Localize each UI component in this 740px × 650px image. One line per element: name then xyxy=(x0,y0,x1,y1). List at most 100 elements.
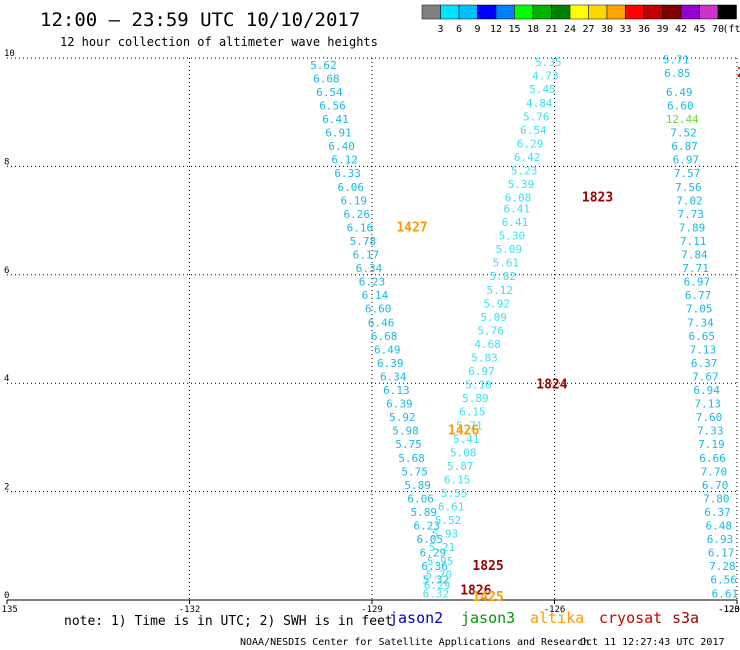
colorbar-swatch xyxy=(569,4,589,20)
colorbar-label: 3 xyxy=(437,24,443,35)
wave-height-point: 5.23 xyxy=(511,165,538,178)
colorbar-label: 30 xyxy=(601,24,613,35)
wave-height-point: 6.39 xyxy=(377,357,404,370)
wave-height-point: 5.92 xyxy=(483,297,510,310)
wave-height-point: 6.97 xyxy=(684,276,711,289)
wave-height-point: 6.36 xyxy=(421,560,448,573)
wave-height-point: 6.39 xyxy=(386,398,413,411)
colorbar-label: 18 xyxy=(527,24,539,35)
colorbar-label: 9 xyxy=(474,24,480,35)
wave-height-point: 6.46 xyxy=(368,316,395,329)
wave-height-point: 6.97 xyxy=(673,154,700,167)
wave-height-point: 6.17 xyxy=(353,249,380,262)
wave-height-point: 6.77 xyxy=(685,289,712,302)
wave-height-point: 6.94 xyxy=(693,384,720,397)
wave-height-point: 6.42 xyxy=(514,151,541,164)
colorbar-label: 36 xyxy=(638,24,650,35)
wave-height-point: 6.23 xyxy=(414,520,441,533)
colorbar-label: 6 xyxy=(456,24,462,35)
wave-height-point: 5.75 xyxy=(401,465,428,478)
wave-height-point: 6.48 xyxy=(706,520,733,533)
y-tick-label: 6 xyxy=(4,266,9,276)
pass-time-label: 1825 xyxy=(472,559,503,574)
wave-height-point: 4.73 xyxy=(532,70,559,83)
wave-height-point: 6.16 xyxy=(347,221,374,234)
wave-height-point: 7.05 xyxy=(686,303,713,316)
wave-height-point: 5.87 xyxy=(447,460,474,473)
y-tick-label: 0 xyxy=(4,591,9,601)
wave-height-point: 5.10 xyxy=(465,379,492,392)
wave-height-point: 7.80 xyxy=(703,492,730,505)
x-tick-label: -126 xyxy=(544,605,566,615)
map-subtitle: 12 hour collection of altimeter wave hei… xyxy=(60,35,378,49)
colorbar-swatch xyxy=(717,4,737,20)
wave-height-point: 7.84 xyxy=(681,249,708,262)
pass-time-label: 1823 xyxy=(582,191,613,206)
wave-height-point: 6.05 xyxy=(417,533,444,546)
wave-height-point: 5.55 xyxy=(441,487,468,500)
wave-height-point: 7.13 xyxy=(695,398,722,411)
wave-height-point: 5.08 xyxy=(450,446,477,459)
colorbar-label: 15 xyxy=(508,24,520,35)
wave-height-point: 5.12 xyxy=(487,284,514,297)
wave-height-point: 4.68 xyxy=(474,338,501,351)
wave-height-point: 6.41 xyxy=(502,216,529,229)
colorbar-label: 24 xyxy=(564,24,576,35)
wave-height-point: 6.41 xyxy=(504,202,531,215)
map-title: 12:00 — 23:59 UTC 10/10/2017 xyxy=(40,9,360,31)
colorbar-label: 33 xyxy=(619,24,631,35)
colorbar-swatch xyxy=(495,4,515,20)
wave-height-point: 7.52 xyxy=(670,127,697,140)
wave-height-point: 6.61 xyxy=(712,587,739,600)
wave-height-point: 5.61 xyxy=(493,257,520,270)
wave-height-point: 6.12 xyxy=(331,154,358,167)
wave-height-point: 5.62 xyxy=(310,59,337,72)
wave-height-point: 7.71 xyxy=(682,262,709,275)
wave-height-point: 5.78 xyxy=(350,235,377,248)
wave-height-point: 6.49 xyxy=(666,86,693,99)
colorbar-swatch xyxy=(699,4,719,20)
wave-height-point: 6.29 xyxy=(424,579,451,592)
wave-height-point: 5.70 xyxy=(426,568,453,581)
wave-height-point: 6.68 xyxy=(313,72,340,85)
mission-cryosat: cryosat xyxy=(599,609,662,627)
wave-height-point: 6.13 xyxy=(383,384,410,397)
pass-time-label: 1826 xyxy=(460,584,491,599)
mission-s3a: s3a xyxy=(672,609,699,627)
wave-height-point: 6.54 xyxy=(316,86,343,99)
wave-height-point: 7.89 xyxy=(679,221,706,234)
wave-height-point: 6.68 xyxy=(371,330,398,343)
x-tick-label: -129 xyxy=(361,605,383,615)
wave-height-point: 6.97 xyxy=(468,365,495,378)
wave-height-point: 5.45 xyxy=(529,83,556,96)
wave-height-point: 6.37 xyxy=(691,357,718,370)
wave-height-point: 6.87 xyxy=(671,140,698,153)
wave-height-point: 6.29 xyxy=(517,137,544,150)
wave-height-point: 7.19 xyxy=(698,438,725,451)
wave-height-point: 6.93 xyxy=(707,533,734,546)
wave-height-point: 5.09 xyxy=(480,311,507,324)
wave-height-point: 6.56 xyxy=(319,99,346,112)
wave-height-point: 5.71 xyxy=(663,53,690,66)
wave-height-point: 6.14 xyxy=(362,289,389,302)
wave-height-point: 6.91 xyxy=(325,127,352,140)
wave-height-point: 6.34 xyxy=(356,262,383,275)
wave-height-point: 6.40 xyxy=(328,140,355,153)
colorbar-swatch xyxy=(477,4,497,20)
wave-height-point: 6.29 xyxy=(420,547,447,560)
y-tick-label: 10 xyxy=(4,49,15,59)
wave-height-point: 6.06 xyxy=(407,492,434,505)
wave-height-point: 7.33 xyxy=(697,425,724,438)
wave-height-point: 7.13 xyxy=(690,343,717,356)
footer-note: note: 1) Time is in UTC; 2) SWH is in fe… xyxy=(64,614,393,629)
wave-height-point: 6.65 xyxy=(688,330,715,343)
wave-height-point: 6.32 xyxy=(423,587,450,600)
colorbar-swatch xyxy=(625,4,645,20)
colorbar-swatch xyxy=(421,4,441,20)
wave-height-point: 6.06 xyxy=(337,181,364,194)
y-tick-label: 2 xyxy=(4,483,9,493)
pass-time-label: 1824 xyxy=(536,378,567,393)
wave-height-point: 6.33 xyxy=(334,167,361,180)
